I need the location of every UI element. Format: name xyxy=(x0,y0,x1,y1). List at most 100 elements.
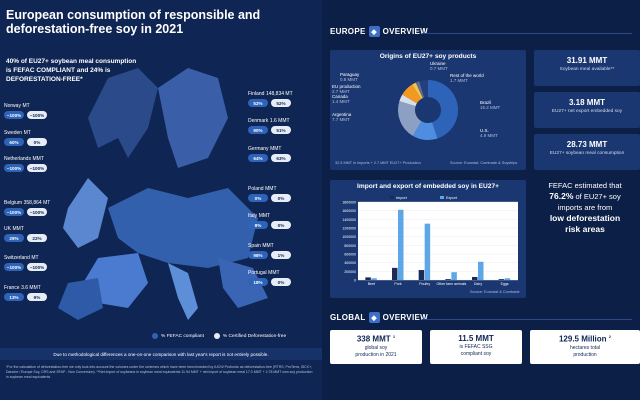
country-label: Spain xyxy=(248,243,261,249)
stat2-value: 3.18 MMT xyxy=(568,98,605,107)
country-name: Finland 148,834 MT xyxy=(248,91,293,97)
country-pills: ~100% ~100% xyxy=(4,111,47,119)
fefac-line4: low deforestation xyxy=(549,213,621,223)
deforestation-free-pill: 63% xyxy=(271,154,291,162)
country-name: UK MMT xyxy=(4,226,47,232)
page-title: European consumption of responsible and … xyxy=(6,8,261,36)
country-pills: 52% 52% xyxy=(248,99,293,107)
y-tick-label: 1800000 xyxy=(342,201,356,205)
pie-value-label: 16.2 MMT xyxy=(480,105,501,110)
bar-import xyxy=(498,279,505,280)
pie-slice-rest-of-the-world xyxy=(419,80,428,98)
country-pills: 98% 1% xyxy=(248,251,291,259)
deforestation-free-pill: ~100% xyxy=(27,164,47,172)
overview-label: OVERVIEW xyxy=(382,27,428,36)
fefac-compliant-pill: 60% xyxy=(4,138,24,146)
country-italy: Italy MMT 8% 0% xyxy=(248,213,291,229)
bar-export xyxy=(371,278,377,280)
bar-chart-title: Import and export of embedded soy in EU2… xyxy=(357,183,499,190)
country-name: Sweden MT xyxy=(4,130,47,136)
country-denmark: Denmark 1.6 MMT 90% 51% xyxy=(248,118,291,134)
fefac-estimate: FEFAC estimated that 76.2% of EU27+ soy … xyxy=(530,180,640,300)
x-tick-label: Poultry xyxy=(419,282,430,286)
country-name: Portugal MMT xyxy=(248,270,291,276)
country-volume: 3.6 MMT xyxy=(21,285,41,291)
global-overview-label: OVERVIEW xyxy=(382,313,428,322)
global2-label1: is FEFAC SSG xyxy=(459,344,493,350)
pie-label: Ukraine xyxy=(430,61,446,66)
country-pills: 64% 63% xyxy=(248,154,291,162)
y-tick-label: 200000 xyxy=(344,270,356,274)
subtitle-line3: DEFORESTATION-FREE* xyxy=(6,76,83,83)
country-name: Netherlands MMT xyxy=(4,156,47,162)
country-pills: ~100% ~100% xyxy=(4,208,50,216)
country-label: Netherlands xyxy=(4,156,31,162)
country-name: Norway MT xyxy=(4,103,47,109)
country-label: Norway xyxy=(4,103,21,109)
stat3-label: EU27+ soybean meal consumption xyxy=(549,151,625,156)
deforestation-free-pill: ~100% xyxy=(27,263,47,271)
globe-logo-icon-2: ◆ xyxy=(368,312,380,323)
bar-import xyxy=(418,270,425,280)
country-label: Denmark xyxy=(248,118,269,124)
country-label: UK xyxy=(4,226,11,232)
country-pills: 8% 0% xyxy=(248,221,291,229)
country-volume: 148,834 MT xyxy=(265,91,293,97)
bar-export xyxy=(451,272,457,280)
country-uk: UK MMT 29% 22% xyxy=(4,226,47,242)
country-pills: 90% 51% xyxy=(248,126,291,134)
pie-value-label: 1.4 MMT xyxy=(332,99,350,104)
global-card-fefac: 11.5 MMT is FEFAC SSG compliant soy xyxy=(430,330,522,364)
country-volume: MMT xyxy=(32,156,44,162)
y-tick-label: 800000 xyxy=(344,244,356,248)
stat1-value: 31.91 MMT xyxy=(566,56,608,65)
fefac-compliant-pill: 98% xyxy=(248,251,268,259)
legend-label-fefac: % FEFAC compliant xyxy=(161,333,204,339)
global3-sup: 2 xyxy=(608,334,612,339)
country-label: Poland xyxy=(248,186,264,192)
deforestation-free-pill: 0% xyxy=(271,278,291,286)
global2-label2: compliant soy xyxy=(460,351,492,357)
legend-label: Export xyxy=(446,196,458,200)
methodology-note: Due to methodological differences a one-… xyxy=(0,348,322,360)
country-label: Italy xyxy=(248,213,258,219)
country-label: Sweden xyxy=(4,130,23,136)
fefac-line3: imports are from xyxy=(557,203,613,212)
pie-label: Rest of the world xyxy=(450,73,484,78)
fefac-compliant-pill: 18% xyxy=(248,278,268,286)
pie-value-label: 0.7 MMT xyxy=(430,66,448,71)
country-sweden: Sweden MT 60% 0% xyxy=(4,130,47,146)
legend-swatch xyxy=(390,196,394,199)
x-tick-label: Pork xyxy=(394,282,401,286)
globe-logo-icon: ◆ xyxy=(368,26,380,37)
country-name: Poland MMT xyxy=(248,186,291,192)
country-name: Denmark 1.6 MMT xyxy=(248,118,291,124)
country-label: Belgium xyxy=(4,200,23,206)
global-overview-heading: GLOBAL ◆ OVERVIEW xyxy=(330,312,428,323)
europe-divider xyxy=(422,33,632,34)
global1-label1: global soy xyxy=(364,344,388,351)
global2-value: 11.5 MMT xyxy=(458,334,494,343)
y-tick-label: 1200000 xyxy=(342,227,356,231)
subtitle: 40% of EU27+ soybean meal consumption is… xyxy=(6,57,206,84)
deforestation-free-pill: 1% xyxy=(271,251,291,259)
y-tick-label: 600000 xyxy=(344,253,356,257)
y-tick-label: 0 xyxy=(354,279,356,283)
fefac-pct: 76.2% xyxy=(549,191,574,201)
x-tick-label: Eggs xyxy=(501,282,509,286)
country-spain: Spain MMT 98% 1% xyxy=(248,243,291,259)
country-label: France xyxy=(4,285,20,291)
legend-item-fefac: % FEFAC compliant xyxy=(152,333,204,339)
global3-label1: hectares total xyxy=(569,344,601,351)
country-volume: MMT xyxy=(270,146,282,152)
x-tick-label: Dairy xyxy=(474,282,482,286)
stat-consumption: 28.73 MMT EU27+ soybean meal consumption xyxy=(534,134,640,170)
stat3-value: 28.73 MMT xyxy=(566,140,608,149)
country-volume: 358,864 MT xyxy=(23,200,51,206)
country-pills: 13% 9% xyxy=(4,293,47,301)
fefac-compliant-pill: 64% xyxy=(248,154,268,162)
europe-overview-heading: EUROPE ◆ OVERVIEW xyxy=(330,26,428,37)
country-pills: 29% 22% xyxy=(4,234,47,242)
legend-label-certified: % Certified Deforestation-free xyxy=(222,333,287,339)
